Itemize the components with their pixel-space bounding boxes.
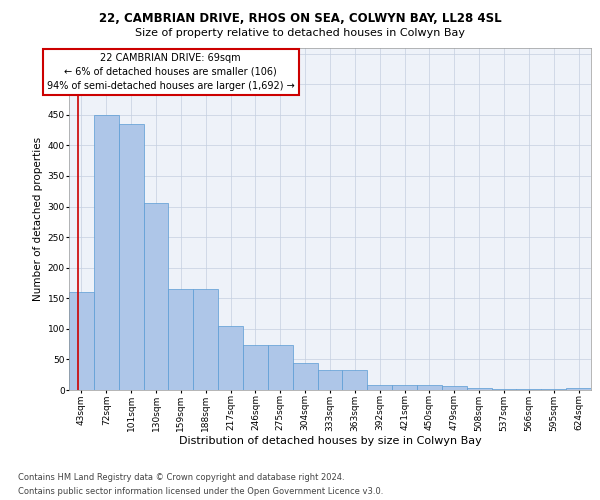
Bar xyxy=(293,363,317,390)
Bar xyxy=(268,346,293,390)
Bar xyxy=(69,292,94,390)
X-axis label: Distribution of detached houses by size in Colwyn Bay: Distribution of detached houses by size … xyxy=(179,436,481,446)
Bar xyxy=(367,385,392,390)
Bar xyxy=(343,370,367,390)
Bar xyxy=(317,370,343,390)
Bar xyxy=(467,388,491,390)
Text: 22 CAMBRIAN DRIVE: 69sqm
← 6% of detached houses are smaller (106)
94% of semi-d: 22 CAMBRIAN DRIVE: 69sqm ← 6% of detache… xyxy=(47,52,295,90)
Text: Contains HM Land Registry data © Crown copyright and database right 2024.: Contains HM Land Registry data © Crown c… xyxy=(18,472,344,482)
Bar xyxy=(143,204,169,390)
Bar xyxy=(566,388,591,390)
Bar xyxy=(119,124,143,390)
Bar xyxy=(417,385,442,390)
Bar xyxy=(243,346,268,390)
Bar xyxy=(169,289,193,390)
Text: Size of property relative to detached houses in Colwyn Bay: Size of property relative to detached ho… xyxy=(135,28,465,38)
Bar xyxy=(218,326,243,390)
Y-axis label: Number of detached properties: Number of detached properties xyxy=(34,136,43,301)
Bar xyxy=(94,115,119,390)
Bar xyxy=(392,385,417,390)
Bar xyxy=(491,389,517,390)
Text: Contains public sector information licensed under the Open Government Licence v3: Contains public sector information licen… xyxy=(18,488,383,496)
Text: 22, CAMBRIAN DRIVE, RHOS ON SEA, COLWYN BAY, LL28 4SL: 22, CAMBRIAN DRIVE, RHOS ON SEA, COLWYN … xyxy=(98,12,502,26)
Bar xyxy=(193,289,218,390)
Bar xyxy=(442,386,467,390)
